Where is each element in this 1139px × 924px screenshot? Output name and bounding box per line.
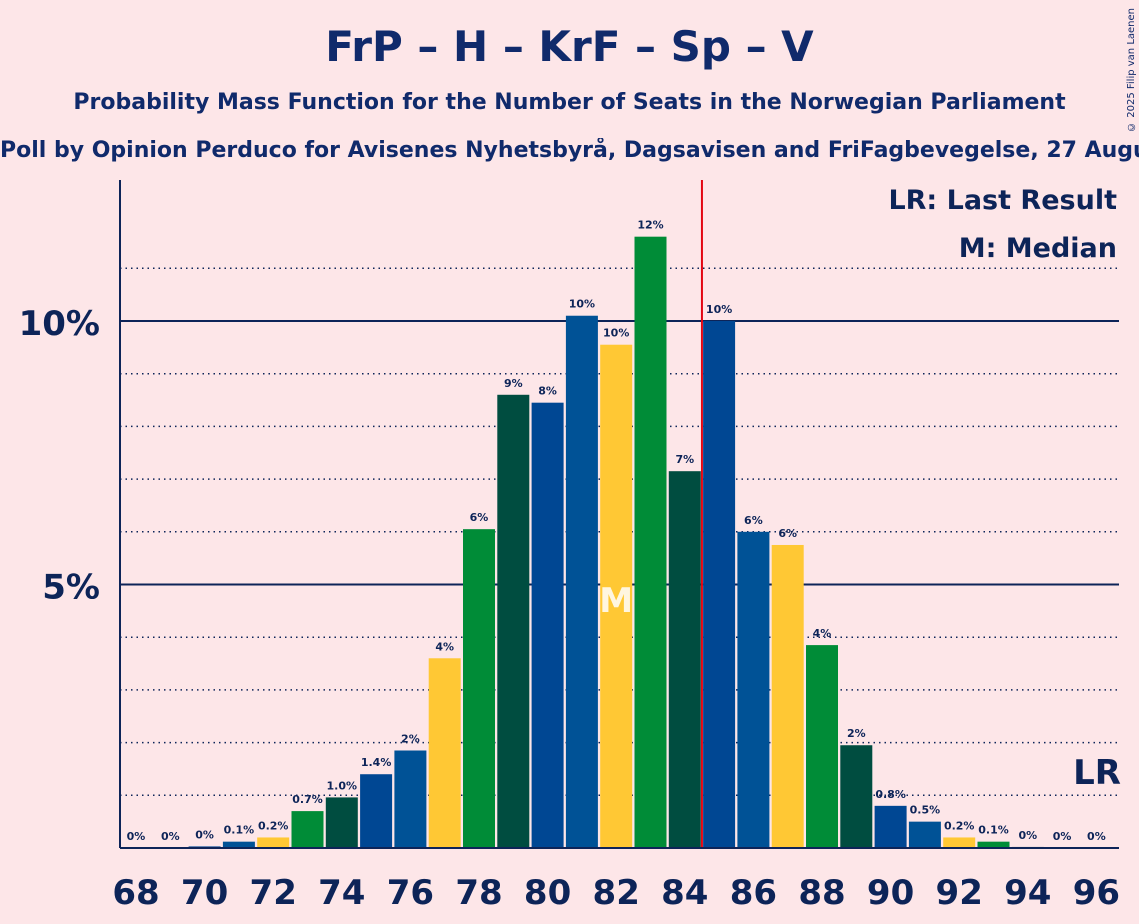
poll-source: Poll by Opinion Perduco for Avisenes Nyh… <box>0 138 1139 163</box>
bar-label: 10% <box>706 303 732 316</box>
legend-last-result: LR: Last Result <box>888 185 1117 216</box>
bar-label: 12% <box>637 219 663 232</box>
bar-seat-89 <box>840 745 873 848</box>
x-tick-label: 80 <box>524 873 571 913</box>
bar-label: 0% <box>161 830 180 843</box>
bar-seat-92 <box>943 837 976 848</box>
chart-subtitle: Probability Mass Function for the Number… <box>73 90 1066 115</box>
bar-seat-93 <box>977 841 1010 848</box>
y-tick-label: 5% <box>42 568 100 608</box>
x-tick-label: 74 <box>318 873 365 913</box>
bar-label: 8% <box>538 385 557 398</box>
bar-seat-72 <box>257 837 290 848</box>
bar-label: 6% <box>778 527 797 540</box>
x-tick-label: 90 <box>867 873 914 913</box>
x-tick-label: 86 <box>730 873 777 913</box>
x-tick-label: 96 <box>1073 873 1120 913</box>
bar-label: 10% <box>569 298 595 311</box>
bar-seat-86 <box>737 531 770 848</box>
x-tick-label: 94 <box>1004 873 1051 913</box>
y-tick-label: 10% <box>19 304 100 344</box>
bar-seat-77 <box>428 658 461 848</box>
bar-label: 4% <box>813 627 832 640</box>
bar-label: 0% <box>1087 830 1106 843</box>
bar-label: 2% <box>847 727 866 740</box>
bar-seat-85 <box>703 321 736 848</box>
bar-label: 0.2% <box>944 819 975 832</box>
bar-seat-83 <box>634 236 667 848</box>
x-tick-label: 72 <box>250 873 297 913</box>
bar-seat-80 <box>531 402 564 848</box>
x-tick-label: 68 <box>112 873 159 913</box>
bar-label: 0% <box>127 830 146 843</box>
bar-label: 1.0% <box>327 779 358 792</box>
bar-seat-79 <box>497 394 530 848</box>
x-tick-label: 84 <box>661 873 708 913</box>
bar-label: 10% <box>603 327 629 340</box>
bar-label: 7% <box>675 453 694 466</box>
bar-seat-90 <box>874 805 907 848</box>
bar-label: 0% <box>1018 829 1037 842</box>
bar-label: 2% <box>401 733 420 746</box>
bar-seat-76 <box>394 750 427 848</box>
x-tick-label: 70 <box>181 873 228 913</box>
bar-seat-75 <box>360 774 393 848</box>
bar-seat-71 <box>222 841 255 848</box>
bar-seat-74 <box>325 797 358 848</box>
bar-label: 6% <box>744 514 763 527</box>
bar-label: 6% <box>470 511 489 524</box>
bar-seat-88 <box>806 645 838 848</box>
bar-label: 1.4% <box>361 756 392 769</box>
bar-seat-73 <box>291 811 324 848</box>
chart-title: FrP – H – KrF – Sp – V <box>325 22 814 71</box>
bar-seat-78 <box>463 529 495 848</box>
x-tick-label: 82 <box>593 873 640 913</box>
x-tick-label: 92 <box>936 873 983 913</box>
bar-seat-87 <box>771 544 804 848</box>
bar-seat-81 <box>565 315 598 849</box>
bar-label: 0.8% <box>875 788 906 801</box>
bar-label: 4% <box>435 640 454 653</box>
bar-label: 0.2% <box>258 819 289 832</box>
bar-label: 0% <box>1053 830 1072 843</box>
bar-label: 0% <box>195 828 214 841</box>
legend-median: M: Median <box>959 233 1117 264</box>
bar-label: 0.5% <box>910 804 941 817</box>
median-marker: M <box>599 581 633 621</box>
bar-seat-91 <box>908 821 941 848</box>
bar-seat-82 <box>600 344 633 848</box>
bar-label: 0.1% <box>978 824 1009 837</box>
x-tick-label: 78 <box>455 873 502 913</box>
x-tick-label: 76 <box>387 873 434 913</box>
bar-seat-84 <box>668 471 701 848</box>
bar-label: 0.7% <box>292 793 323 806</box>
bar-label: 9% <box>504 377 523 390</box>
bar-label: 0.1% <box>224 824 255 837</box>
last-result-marker: LR <box>1073 753 1121 793</box>
x-tick-label: 88 <box>798 873 845 913</box>
